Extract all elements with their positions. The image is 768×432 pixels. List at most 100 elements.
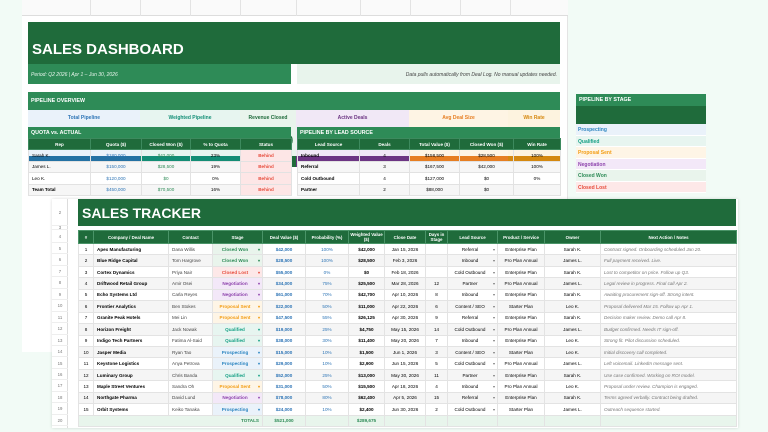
column-header[interactable]: Probability (%)	[305, 230, 349, 244]
table-cell[interactable]: Starter Plan	[497, 300, 545, 313]
table-cell[interactable]: $2,400	[348, 403, 385, 416]
table-cell[interactable]: $24,000	[262, 403, 306, 416]
table-cell[interactable]: Frontier Analytics	[93, 300, 169, 313]
column-header[interactable]: #	[78, 230, 94, 244]
table-cell[interactable]: 6	[425, 300, 448, 313]
table-cell[interactable]: Feb 3, 2026	[384, 254, 426, 267]
table-cell[interactable]: $78,000	[262, 391, 306, 405]
table-cell[interactable]: $1,500	[348, 345, 385, 359]
table-cell[interactable]: 0%	[305, 265, 349, 279]
lead-source-dropdown[interactable]: Partner ▾	[447, 368, 498, 382]
table-cell[interactable]: 100%	[305, 242, 349, 256]
table-cell[interactable]: Ryan Tao	[168, 345, 213, 359]
stage-dropdown[interactable]: Qualified ▾	[212, 334, 263, 347]
table-cell[interactable]: Sarah K.	[544, 265, 601, 279]
stage-dropdown[interactable]: Proposal Sent ▾	[212, 380, 263, 393]
column-header[interactable]: Next Action / Notes	[600, 230, 737, 244]
table-cell[interactable]: Budget confirmed. Needs IT sign-off.	[600, 323, 737, 336]
table-cell[interactable]: Apr 10, 2026	[384, 288, 426, 302]
row-number[interactable]: 18	[52, 392, 68, 404]
table-cell[interactable]: $26,125	[348, 311, 385, 325]
table-cell[interactable]: $55,000	[262, 265, 306, 279]
table-cell[interactable]: Terms agreed verbally. Contract being dr…	[600, 391, 737, 405]
table-cell[interactable]: 13	[78, 380, 94, 393]
table-cell[interactable]: Jun 15, 2026	[384, 357, 426, 370]
row-number[interactable]: 19	[52, 403, 68, 415]
lead-source-dropdown[interactable]: Content / SEO ▾	[447, 300, 498, 313]
row-number[interactable]: 15	[52, 358, 68, 369]
table-cell[interactable]: Blue Ridge Capital	[93, 254, 169, 267]
table-cell[interactable]: $150,000	[90, 160, 142, 173]
row-number[interactable]: 12	[52, 323, 68, 335]
table-cell[interactable]: Pro Plan Annual	[497, 357, 545, 370]
table-cell[interactable]: James L.	[28, 160, 91, 173]
column-header[interactable]: Product / Service	[497, 230, 545, 244]
table-cell[interactable]: Team Total	[28, 183, 91, 196]
table-cell[interactable]	[425, 265, 448, 279]
lead-source-dropdown[interactable]: Inbound ▾	[447, 380, 498, 393]
row-number[interactable]: 10	[52, 300, 68, 312]
table-cell[interactable]: $127,000	[409, 172, 460, 185]
table-cell[interactable]: Enterprise Plan	[497, 368, 545, 382]
table-cell[interactable]: 15	[425, 391, 448, 405]
table-cell[interactable]: Sarah K.	[544, 368, 601, 382]
column-header[interactable]: Deal Value ($)	[262, 230, 306, 244]
table-cell[interactable]: Horizon Freight	[93, 323, 169, 336]
table-cell[interactable]: 55%	[305, 311, 349, 325]
table-cell[interactable]: Tom Hargrove	[168, 254, 213, 267]
table-cell[interactable]: 8	[78, 323, 94, 336]
table-cell[interactable]: Sarah K.	[544, 288, 601, 302]
table-cell[interactable]: Leo K.	[544, 345, 601, 359]
table-cell[interactable]: $47,500	[262, 311, 306, 325]
table-cell[interactable]: 6	[78, 300, 94, 313]
table-cell[interactable]: $15,000	[262, 345, 306, 359]
stage-dropdown[interactable]: Negotiation ▾	[212, 288, 263, 302]
table-cell[interactable]: 7	[425, 334, 448, 347]
table-cell[interactable]: 5	[425, 357, 448, 370]
table-cell[interactable]: 80%	[305, 391, 349, 405]
table-cell[interactable]: Apr 5, 2026	[384, 391, 426, 405]
table-cell[interactable]: Partner	[297, 183, 360, 196]
column-header[interactable]: Close Date	[384, 230, 426, 244]
row-number[interactable]: 8	[52, 277, 68, 289]
table-cell[interactable]: Anya Petrova	[168, 357, 213, 370]
table-cell[interactable]: Mei Lin	[168, 311, 213, 325]
table-cell[interactable]: Luminary Group	[93, 368, 169, 382]
table-cell[interactable]: 75%	[305, 277, 349, 290]
table-cell[interactable]: Priya Nair	[168, 265, 213, 279]
table-cell[interactable]: Amir Osei	[168, 277, 213, 290]
table-cell[interactable]: 4	[78, 277, 94, 290]
table-cell[interactable]: 10%	[305, 357, 349, 370]
lead-source-dropdown[interactable]: Inbound ▾	[447, 254, 498, 267]
table-cell[interactable]: Keystone Logistics	[93, 357, 169, 370]
table-cell[interactable]: $13,000	[348, 368, 385, 382]
table-cell[interactable]: Leo K.	[544, 334, 601, 347]
table-cell[interactable]: Orbit Systems	[93, 403, 169, 416]
table-cell[interactable]: $62,400	[348, 391, 385, 405]
table-cell[interactable]: 100%	[513, 160, 561, 173]
table-cell[interactable]: James L.	[544, 403, 601, 416]
stage-dropdown[interactable]: Prospecting ▾	[212, 357, 263, 370]
table-cell[interactable]: $11,400	[348, 334, 385, 347]
table-cell[interactable]: 30%	[305, 334, 349, 347]
table-cell[interactable]: Contract signed. Onboarding scheduled Ja…	[600, 242, 737, 256]
table-cell[interactable]: 70%	[305, 288, 349, 302]
table-cell[interactable]: $42,000	[348, 242, 385, 256]
row-number[interactable]: 11	[52, 312, 68, 324]
table-cell[interactable]: 4	[425, 380, 448, 393]
table-cell[interactable]: $4,750	[348, 323, 385, 336]
table-cell[interactable]: 25%	[305, 323, 349, 336]
table-cell[interactable]: 16%	[190, 183, 241, 196]
row-number[interactable]: 3	[52, 226, 68, 230]
column-header[interactable]: Stage	[212, 230, 263, 244]
table-cell[interactable]: Behind	[240, 183, 292, 196]
table-cell[interactable]: May 30, 2026	[384, 368, 426, 382]
column-header[interactable]: Company / Deal Name	[93, 230, 169, 244]
row-number[interactable]: 20	[52, 415, 68, 427]
table-cell[interactable]: $29,000	[262, 357, 306, 370]
table-cell[interactable]: $42,000	[141, 149, 191, 162]
table-cell[interactable]: 3	[425, 345, 448, 359]
table-cell[interactable]: Mar 28, 2026	[384, 277, 426, 290]
table-cell[interactable]: Initial discovery call completed.	[600, 345, 737, 359]
table-cell[interactable]: 2	[425, 403, 448, 416]
